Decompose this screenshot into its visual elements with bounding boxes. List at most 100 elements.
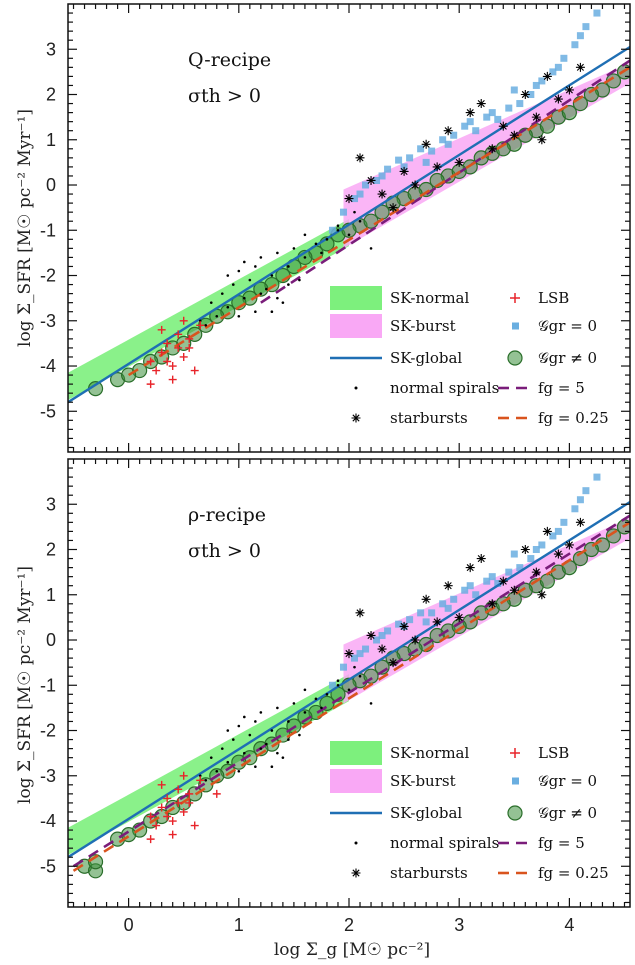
starburst-point — [553, 94, 563, 104]
starburst-point — [564, 85, 574, 95]
ggr-zero-point — [439, 600, 447, 608]
normal-spiral-point — [336, 683, 340, 687]
starburst-point — [443, 581, 453, 591]
legend-label-fg025: fg = 0.25 — [538, 409, 609, 427]
ggr-zero-point — [505, 104, 513, 112]
ggr-zero-point — [384, 627, 392, 635]
starburst-point — [487, 144, 497, 154]
y-tick-label: -2 — [40, 266, 56, 286]
normal-spiral-point — [369, 702, 373, 705]
y-tick-label: 3 — [46, 494, 56, 514]
normal-spiral-point — [270, 729, 274, 732]
y-tick-label: 2 — [46, 540, 56, 560]
lsb-point — [168, 817, 177, 826]
starburst-point — [553, 549, 563, 559]
ggr-zero-point — [339, 208, 347, 216]
legend-swatch-lsb — [510, 293, 520, 303]
ggr-zero-point — [532, 81, 540, 89]
ggr-zero-point — [351, 195, 359, 203]
ggr-zero-point — [527, 555, 535, 563]
ticks — [68, 4, 630, 452]
ggr-zero-point — [328, 226, 336, 234]
ggr-zero-point — [483, 113, 491, 121]
normal-spiral-point — [243, 715, 246, 719]
normal-spiral-point — [336, 224, 340, 228]
recipe-label: ρ-recipe — [188, 504, 266, 526]
normal-spiral-point — [226, 274, 230, 277]
lsb-point — [152, 366, 161, 375]
ggr-zero-point — [505, 568, 513, 576]
normal-spiral-point — [270, 765, 274, 769]
normal-spiral-point — [276, 296, 279, 300]
ggr-zero-point — [488, 109, 496, 117]
starburst-point — [520, 90, 530, 100]
ggr-zero-point — [450, 131, 458, 139]
starburst-point — [537, 590, 547, 600]
normal-spiral-point — [347, 233, 351, 237]
legend-label-lsb: LSB — [538, 289, 569, 307]
legend-label-starbursts: starbursts — [390, 409, 468, 427]
line-fg5 — [72, 514, 630, 868]
normal-spiral-point — [358, 674, 362, 678]
y-tick-label: -3 — [40, 766, 56, 786]
legend-swatch-ggr-zero — [512, 322, 519, 330]
normal-spiral-point — [226, 305, 230, 309]
normal-spiral-point — [303, 711, 307, 714]
lsb-point — [185, 334, 194, 343]
ggr-zero-point — [494, 579, 502, 587]
ggr-zero-point — [406, 154, 414, 162]
x-tick-label: 1 — [234, 915, 244, 935]
starburst-point — [421, 594, 431, 604]
y-tick-label: -1 — [40, 220, 56, 240]
normal-spiral-point — [292, 702, 296, 705]
ggr-zero-point — [582, 487, 590, 495]
y-tick-label: -2 — [40, 721, 56, 741]
normal-spiral-point — [220, 292, 224, 295]
ggr-zero-point — [554, 527, 562, 535]
legend-swatch-starbursts — [351, 868, 361, 878]
lsb-point — [163, 339, 172, 348]
normal-spiral-point — [353, 665, 356, 669]
normal-spiral-point — [369, 247, 373, 250]
normal-spiral-point — [276, 751, 279, 755]
lsb-point — [174, 343, 183, 352]
legend-label-normal-spirals: normal spirals — [390, 379, 499, 397]
ggr-zero-point — [395, 620, 403, 628]
normal-spiral-point — [287, 738, 290, 741]
normal-spiral-point — [243, 296, 246, 300]
legend-swatch-sk-normal — [330, 286, 382, 310]
ggr-zero-point — [378, 631, 386, 639]
y-tick-label: 0 — [46, 630, 56, 650]
normal-spiral-point — [209, 756, 213, 759]
lsb-point — [157, 325, 166, 334]
starburst-point — [355, 153, 365, 163]
starburst-point — [366, 630, 376, 640]
ggr-zero-point — [510, 86, 518, 94]
ggr-zero-point — [356, 650, 364, 658]
starburst-point — [432, 617, 442, 627]
normal-spiral-point — [358, 219, 362, 223]
panel-rho-recipe: -5 -4 -3 -2 -1 0 1 2 3 0 1 2 3 4 ρ-recipe σth > 0 SK-nor… — [40, 458, 631, 935]
normal-spiral-point — [298, 278, 301, 282]
lsb-point — [168, 362, 177, 371]
lsb-point — [174, 798, 183, 807]
ggr-zero-point — [554, 63, 562, 71]
normal-spiral-point — [254, 310, 257, 314]
starburst-point — [564, 540, 574, 550]
starburst-point — [399, 166, 409, 176]
normal-spiral-point — [336, 228, 340, 232]
starburst-point — [355, 608, 365, 618]
normal-spiral-point — [243, 751, 246, 755]
line-fg025 — [72, 521, 630, 872]
lsb-point — [157, 780, 166, 789]
normal-spiral-point — [298, 733, 301, 737]
lsb-point — [163, 794, 172, 803]
ggr-nonzero-point — [539, 118, 555, 134]
starburst-point — [454, 612, 464, 622]
y-tick-label: -4 — [40, 811, 56, 831]
normal-spiral-point — [215, 769, 219, 773]
normal-spiral-point — [259, 292, 263, 295]
lsb-point — [146, 835, 155, 844]
legend-swatch-sk-normal — [330, 741, 382, 765]
normal-spiral-point — [215, 314, 219, 318]
